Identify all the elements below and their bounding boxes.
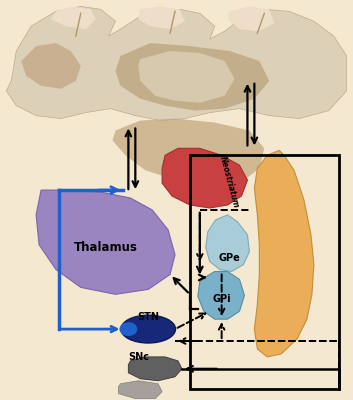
Polygon shape — [138, 6, 185, 29]
Polygon shape — [138, 51, 234, 103]
Polygon shape — [198, 272, 245, 319]
Text: GPi: GPi — [212, 294, 231, 304]
Polygon shape — [128, 357, 182, 381]
Polygon shape — [228, 6, 274, 31]
Polygon shape — [113, 118, 264, 185]
Polygon shape — [162, 148, 247, 208]
Bar — [190, 155, 339, 389]
Text: Thalamus: Thalamus — [74, 241, 138, 254]
Text: GPe: GPe — [219, 252, 240, 262]
Polygon shape — [119, 381, 162, 399]
Polygon shape — [255, 150, 314, 357]
Polygon shape — [51, 6, 96, 29]
Polygon shape — [36, 190, 175, 294]
Polygon shape — [206, 215, 250, 272]
Ellipse shape — [119, 322, 137, 336]
Text: STN: STN — [137, 312, 159, 322]
Polygon shape — [115, 43, 269, 111]
Text: SNc: SNc — [128, 352, 149, 362]
Polygon shape — [21, 43, 81, 89]
Polygon shape — [6, 6, 347, 120]
Ellipse shape — [121, 315, 175, 343]
Text: Neostriatum: Neostriatum — [218, 155, 241, 209]
